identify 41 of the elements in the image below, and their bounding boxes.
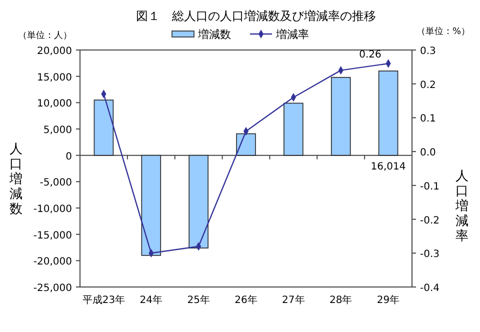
y2-tick-label: 0.1 xyxy=(420,114,436,125)
y2-tick-label: -0.2 xyxy=(420,215,440,226)
x-tick-label: 平成23年 xyxy=(82,294,126,306)
x-tick-label: 25年 xyxy=(187,294,210,306)
y2-tick-label: 0.3 xyxy=(420,46,436,57)
y2-tick-label: -0.4 xyxy=(420,283,440,294)
legend-label: 増減率 xyxy=(275,28,309,41)
y-tick-label: -10,000 xyxy=(33,204,72,215)
bar xyxy=(94,100,114,156)
y2-tick-label: -0.1 xyxy=(420,181,440,192)
bar xyxy=(330,76,351,156)
text: （単位：人） xyxy=(18,30,72,41)
y-tick-label: -20,000 xyxy=(33,256,72,268)
y-axis-title: 人口増減数 xyxy=(8,142,22,217)
bar xyxy=(378,70,398,156)
x-tick-label: 29年 xyxy=(376,294,400,306)
y-tick-label: -25,000 xyxy=(33,283,72,294)
y2-axis-title: 人口増減率 xyxy=(454,169,468,244)
x-tick-label: 27年 xyxy=(282,294,305,306)
data-label: 16,014 xyxy=(370,161,406,172)
x-tick-label: 24年 xyxy=(140,294,163,306)
y-tick-label: 5,000 xyxy=(43,125,72,136)
x-tick-label: 26年 xyxy=(234,294,258,306)
text: （単位：%） xyxy=(416,26,470,37)
legend-label: 増減数 xyxy=(197,28,231,41)
y-tick-label: -5,000 xyxy=(40,178,72,189)
bar xyxy=(188,154,208,248)
data-label: 0.26 xyxy=(359,50,382,61)
bar xyxy=(284,102,304,156)
y2-tick-label: -0.3 xyxy=(420,249,440,260)
y-tick-label: -15,000 xyxy=(33,230,72,242)
y-tick-label: 10,000 xyxy=(37,98,72,110)
x-tick-label: 28年 xyxy=(329,294,352,306)
bar xyxy=(141,154,162,256)
y-tick-label: 0 xyxy=(66,151,72,162)
chart-title: 図１ 総人口の人口増減数及び増減率の推移 xyxy=(136,9,376,23)
y-tick-label: 15,000 xyxy=(37,72,72,84)
y-tick-label: 20,000 xyxy=(37,46,72,57)
y2-tick-label: 0.2 xyxy=(420,80,436,91)
y2-tick-label: 0.0 xyxy=(420,148,436,159)
bar xyxy=(236,133,256,156)
